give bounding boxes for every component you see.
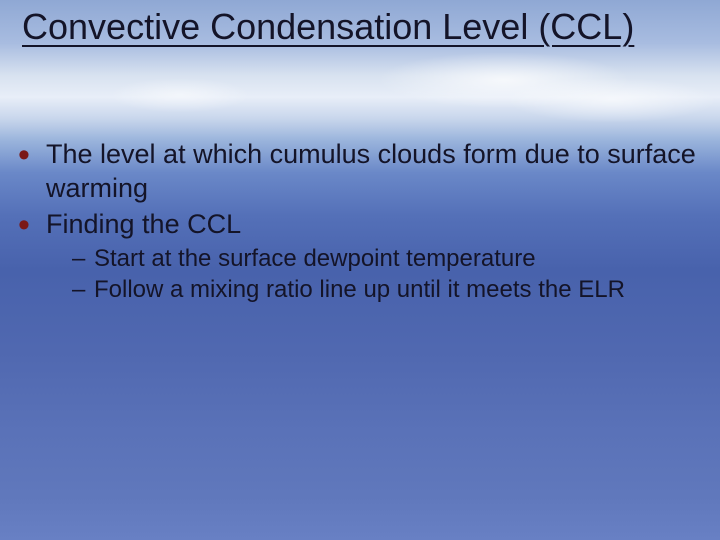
bullet-list: The level at which cumulus clouds form d… bbox=[14, 138, 700, 306]
bullet-item: Finding the CCL Start at the surface dew… bbox=[14, 208, 700, 306]
sub-bullet-text: Start at the surface dewpoint temperatur… bbox=[94, 245, 536, 272]
slide: Convective Condensation Level (CCL) The … bbox=[0, 0, 720, 540]
bullet-text: The level at which cumulus clouds form d… bbox=[46, 139, 696, 203]
sub-bullet-item: Follow a mixing ratio line up until it m… bbox=[46, 274, 700, 305]
bullet-text: Finding the CCL bbox=[46, 209, 241, 239]
sub-bullet-item: Start at the surface dewpoint temperatur… bbox=[46, 243, 700, 274]
slide-title: Convective Condensation Level (CCL) bbox=[22, 6, 698, 47]
bullet-item: The level at which cumulus clouds form d… bbox=[14, 138, 700, 206]
background-clouds bbox=[0, 40, 720, 140]
slide-content: The level at which cumulus clouds form d… bbox=[14, 138, 700, 308]
sub-bullet-list: Start at the surface dewpoint temperatur… bbox=[46, 243, 700, 305]
sub-bullet-text: Follow a mixing ratio line up until it m… bbox=[94, 276, 625, 303]
